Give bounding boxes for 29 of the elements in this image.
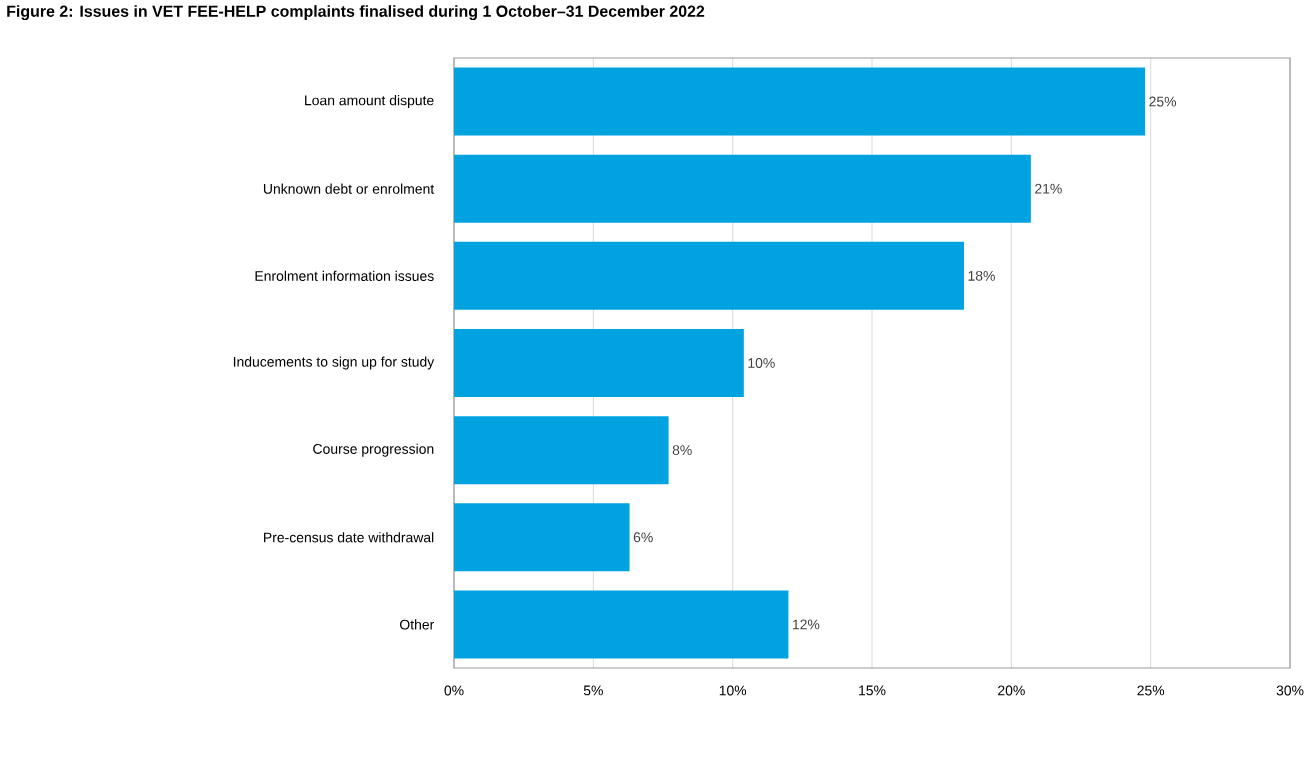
bar	[454, 416, 669, 485]
y-tick-label: Enrolment information issues	[255, 270, 434, 281]
data-label: 6%	[633, 532, 653, 543]
data-label: 25%	[1149, 96, 1177, 107]
x-tick-label: 0%	[444, 685, 464, 696]
x-tick-label: 10%	[719, 685, 747, 696]
data-label: 18%	[968, 270, 995, 281]
bar	[454, 154, 1031, 223]
bar	[454, 67, 1146, 136]
y-tick-label: Inducements to sign up for study	[233, 356, 435, 370]
x-tick-label: 20%	[998, 685, 1025, 696]
x-tick-label: 5%	[583, 685, 603, 696]
data-label: 12%	[793, 619, 820, 630]
y-tick-label: Unknown debt or enrolment	[263, 183, 435, 194]
y-tick-label: Course progression	[313, 443, 434, 457]
data-label: 21%	[1035, 183, 1062, 194]
y-tick-label: Pre-census date withdrawal	[264, 532, 434, 543]
x-tick-label: 15%	[859, 685, 886, 696]
x-tick-label: 30%	[1276, 685, 1304, 696]
y-tick-label: Loan amount dispute	[305, 95, 434, 109]
bar	[454, 241, 964, 310]
y-tick-label: Other	[400, 619, 435, 630]
bar	[454, 329, 744, 397]
x-tick-label: 25%	[1137, 685, 1165, 696]
data-label: 10%	[748, 358, 775, 368]
data-label: 8%	[672, 445, 692, 456]
bar	[454, 503, 630, 572]
chart-title: Figure 2: Issues in VET FEE-HELP complaints finalised during 1 October–31 December 2022	[7, 5, 705, 21]
bar	[454, 590, 789, 659]
